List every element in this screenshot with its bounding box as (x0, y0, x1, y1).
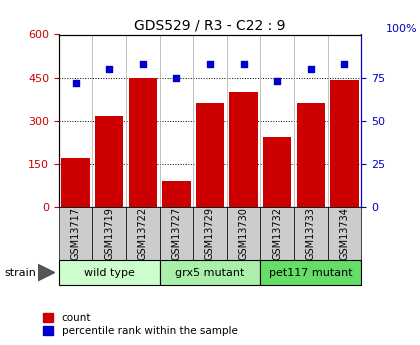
Point (240, 61, 247, 67)
Bar (162, 181, 191, 207)
Bar (160, 207, 193, 260)
Text: grx5 mutant: grx5 mutant (175, 268, 245, 277)
Text: pet117 mutant: pet117 mutant (269, 268, 353, 277)
Point (274, 78, 281, 84)
Text: GDS529 / R3 - C22 : 9: GDS529 / R3 - C22 : 9 (134, 19, 286, 33)
Point (106, 66, 113, 72)
Bar (260, 207, 294, 260)
Bar (59, 260, 160, 285)
Bar (263, 137, 291, 207)
Bar (129, 78, 157, 207)
Text: wild type: wild type (84, 268, 135, 277)
Bar (297, 104, 325, 207)
Point (341, 61, 348, 67)
Bar (328, 207, 361, 260)
Bar (294, 207, 328, 260)
Point (139, 61, 146, 67)
Text: GSM13729: GSM13729 (205, 207, 215, 260)
Text: GSM13717: GSM13717 (71, 207, 81, 260)
Point (72, 80, 79, 86)
Point (207, 61, 213, 67)
Bar (260, 260, 361, 285)
Text: GSM13733: GSM13733 (306, 207, 316, 260)
Text: 100%: 100% (386, 24, 417, 34)
Bar (59, 207, 92, 260)
Bar (227, 207, 260, 260)
Text: GSM13734: GSM13734 (339, 207, 349, 260)
Bar (126, 207, 160, 260)
Bar (229, 92, 258, 207)
Bar (92, 207, 126, 260)
Text: GSM13727: GSM13727 (171, 207, 181, 260)
Text: GSM13719: GSM13719 (104, 207, 114, 260)
Bar (95, 117, 123, 207)
Legend: count, percentile rank within the sample: count, percentile rank within the sample (43, 313, 238, 336)
Bar (61, 158, 90, 207)
Point (307, 66, 314, 72)
Point (173, 75, 180, 80)
Bar (196, 104, 224, 207)
Bar (160, 260, 260, 285)
Bar (193, 207, 227, 260)
Text: GSM13722: GSM13722 (138, 207, 148, 260)
Polygon shape (38, 264, 55, 281)
Bar (330, 80, 359, 207)
Text: strain: strain (4, 268, 36, 277)
Text: GSM13732: GSM13732 (272, 207, 282, 260)
Text: GSM13730: GSM13730 (239, 207, 249, 260)
